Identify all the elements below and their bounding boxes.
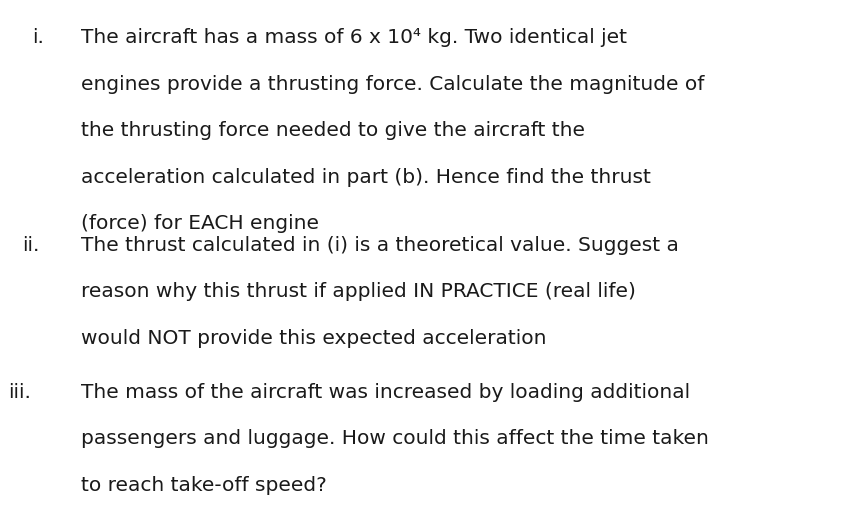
Text: ii.: ii. [22,236,39,255]
Text: engines provide a thrusting force. Calculate the magnitude of: engines provide a thrusting force. Calcu… [81,75,704,93]
Text: acceleration calculated in part (b). Hence find the thrust: acceleration calculated in part (b). Hen… [81,168,651,187]
Text: (force) for EACH engine: (force) for EACH engine [81,214,320,233]
Text: The mass of the aircraft was increased by loading additional: The mass of the aircraft was increased b… [81,383,691,402]
Text: the thrusting force needed to give the aircraft the: the thrusting force needed to give the a… [81,121,585,140]
Text: The thrust calculated in (i) is a theoretical value. Suggest a: The thrust calculated in (i) is a theore… [81,236,680,255]
Text: would NOT provide this expected acceleration: would NOT provide this expected accelera… [81,329,547,348]
Text: to reach take-off speed?: to reach take-off speed? [81,476,327,495]
Text: reason why this thrust if applied IN PRACTICE (real life): reason why this thrust if applied IN PRA… [81,282,636,301]
Text: passengers and luggage. How could this affect the time taken: passengers and luggage. How could this a… [81,429,710,448]
Text: The aircraft has a mass of 6 x 10⁴ kg. Two identical jet: The aircraft has a mass of 6 x 10⁴ kg. T… [81,28,627,47]
Text: i.: i. [33,28,45,47]
Text: iii.: iii. [9,383,32,402]
